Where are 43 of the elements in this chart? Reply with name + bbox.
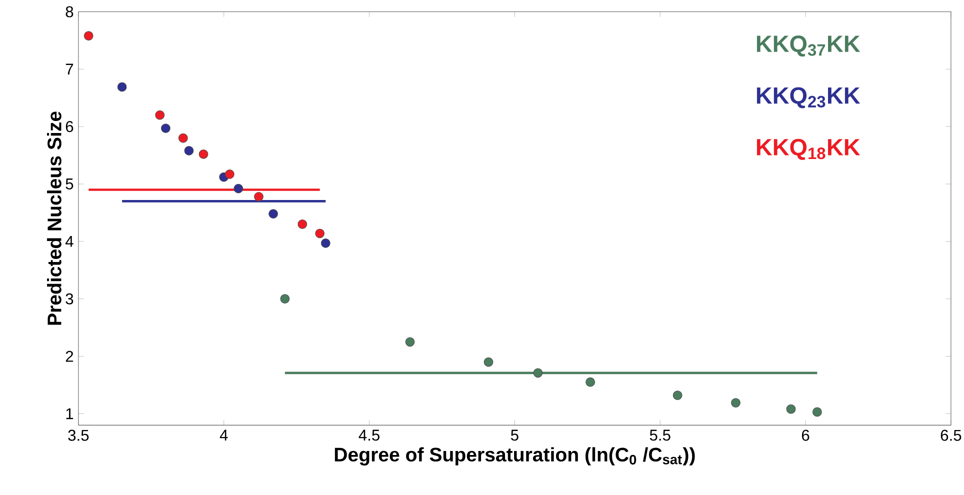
y-tick-label: 6 (66, 121, 74, 132)
x-tick-label: 6 (802, 430, 810, 442)
x-tick-label: 6.5 (940, 430, 962, 442)
point (155, 110, 165, 120)
y-axis-title: Predicted Nucleus Size (47, 112, 62, 325)
point (268, 209, 278, 219)
y-tick-label: 4 (65, 236, 74, 248)
point (533, 368, 543, 378)
x-axis-title: Degree of Supersaturation (ln(C$_{0}$ /C$_{sat}$)) (334, 447, 695, 466)
point (812, 407, 822, 417)
x-tick-label: 5 (510, 430, 518, 441)
point (672, 390, 682, 400)
y-tick-label: 7 (66, 64, 74, 75)
y-tick-label: 3 (66, 294, 74, 305)
point (160, 124, 170, 134)
point (731, 398, 740, 408)
point (786, 404, 796, 414)
x-tick-label: 3.5 (68, 430, 89, 442)
text: KKQ$_{23}$KK (756, 87, 860, 108)
y-tick-label: 8 (66, 6, 74, 18)
text: KKQ$_{18}$KK (756, 139, 860, 160)
point (298, 220, 308, 230)
point (184, 146, 194, 156)
text: KKQ$_{37}$KK (756, 36, 860, 57)
x-tick-label: 4 (220, 430, 228, 441)
point (117, 82, 127, 92)
point (198, 150, 208, 160)
x-tick-label: 5.5 (650, 430, 670, 441)
x-tick-label: 4.5 (358, 430, 380, 441)
point (484, 358, 494, 367)
point (320, 238, 330, 248)
point (254, 192, 264, 202)
point (84, 31, 94, 41)
point (178, 134, 188, 143)
point (586, 378, 596, 388)
point (280, 294, 290, 304)
y-tick-label: 1 (66, 408, 74, 420)
point (234, 184, 244, 194)
point (224, 170, 234, 180)
point (315, 228, 325, 238)
point (405, 337, 415, 347)
y-tick-label: 5 (66, 178, 74, 190)
y-tick-label: 2 (66, 351, 74, 362)
